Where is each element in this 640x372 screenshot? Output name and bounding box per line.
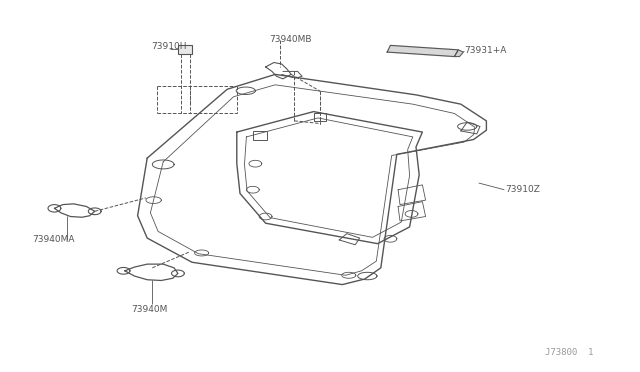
Bar <box>178 45 192 54</box>
Text: 73940M: 73940M <box>131 305 168 314</box>
Text: 73931+A: 73931+A <box>464 46 506 55</box>
Text: 73940MA: 73940MA <box>32 235 74 244</box>
Polygon shape <box>454 50 463 57</box>
Text: 73940MB: 73940MB <box>269 35 311 44</box>
Polygon shape <box>387 45 458 57</box>
Bar <box>314 113 326 121</box>
Text: 73910H: 73910H <box>152 42 187 51</box>
Text: J73800  1: J73800 1 <box>545 348 594 357</box>
Text: 73910Z: 73910Z <box>506 185 540 194</box>
Bar <box>253 131 267 140</box>
